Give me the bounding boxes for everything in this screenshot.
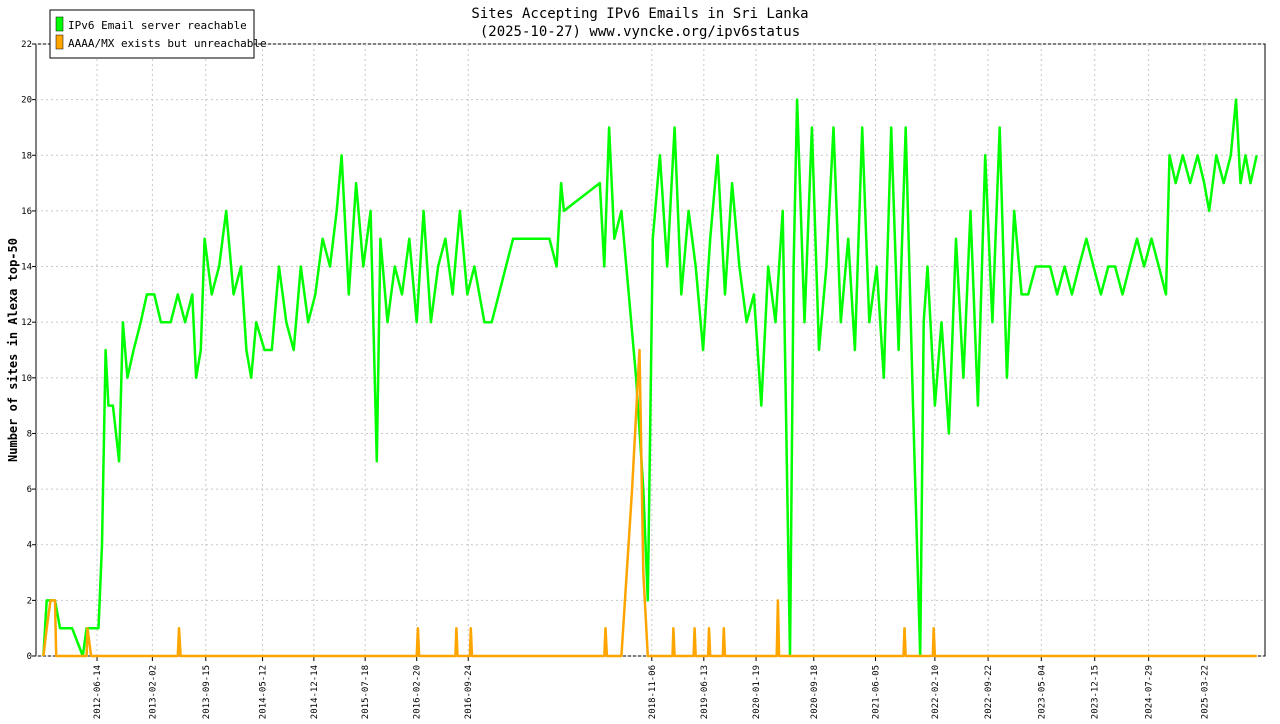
legend-label-unreachable: AAAA/MX exists but unreachable xyxy=(68,37,267,50)
x-tick-label: 2022-09-22 xyxy=(984,665,994,719)
x-axis: 2012-06-14 2013-02-02 2013-09-15 2014-05-12… xyxy=(93,656,1211,719)
legend-label-reachable: IPv6 Email server reachable xyxy=(68,19,247,32)
x-tick-label: 2020-01-19 xyxy=(752,665,762,719)
legend: IPv6 Email server reachable AAAA/MX exis… xyxy=(49,9,267,59)
x-tick-label: 2016-09-24 xyxy=(464,665,474,719)
x-tick-label: 2012-06-14 xyxy=(93,665,103,719)
y-tick-label: 4 xyxy=(27,541,32,551)
x-tick-label: 2021-06-05 xyxy=(872,665,882,719)
y-tick-label: 8 xyxy=(27,429,32,439)
x-tick-label: 2014-12-14 xyxy=(310,665,320,719)
series-line-reachable xyxy=(42,98,1258,658)
y-tick-label: 10 xyxy=(21,374,32,384)
legend-box xyxy=(49,9,255,59)
x-tick-label: 2013-02-02 xyxy=(148,665,158,719)
y-tick-label: 12 xyxy=(21,318,32,328)
y-axis: 0 2 4 6 8 10 12 14 16 18 20 22 xyxy=(21,40,36,662)
y-tick-label: 22 xyxy=(21,40,32,50)
x-tick-label: 2025-03-22 xyxy=(1201,665,1211,719)
y-tick-label: 18 xyxy=(21,151,32,161)
legend-swatch-reachable xyxy=(55,16,64,32)
series-lines xyxy=(42,98,1258,658)
x-tick-label: 2014-05-12 xyxy=(259,665,269,719)
x-tick-label: 2024-07-29 xyxy=(1145,665,1155,719)
y-tick-label: 14 xyxy=(21,263,32,273)
y-tick-label: 6 xyxy=(27,485,32,495)
chart-title: Sites Accepting IPv6 Emails in Sri Lanka xyxy=(471,6,808,22)
x-tick-label: 2016-02-20 xyxy=(413,665,423,719)
y-tick-label: 16 xyxy=(21,207,32,217)
x-tick-label: 2019-06-13 xyxy=(700,665,710,719)
x-tick-label: 2013-09-15 xyxy=(202,665,212,719)
x-tick-label: 2020-09-18 xyxy=(810,665,820,719)
y-tick-label: 20 xyxy=(21,96,32,106)
x-tick-label: 2018-11-06 xyxy=(648,665,658,719)
x-tick-label: 2022-02-10 xyxy=(931,665,941,719)
y-tick-label: 2 xyxy=(27,596,32,606)
x-tick-label: 2023-12-15 xyxy=(1091,665,1101,719)
y-axis-label: Number of sites in Alexa top-50 xyxy=(6,238,20,462)
y-tick-label: 0 xyxy=(27,652,32,662)
x-tick-label: 2015-07-18 xyxy=(361,665,371,719)
legend-swatch-unreachable xyxy=(55,34,64,50)
x-tick-label: 2023-05-04 xyxy=(1037,665,1047,719)
chart-subtitle: (2025-10-27) www.vyncke.org/ipv6status xyxy=(480,24,800,40)
series-line-unreachable xyxy=(42,348,1257,658)
